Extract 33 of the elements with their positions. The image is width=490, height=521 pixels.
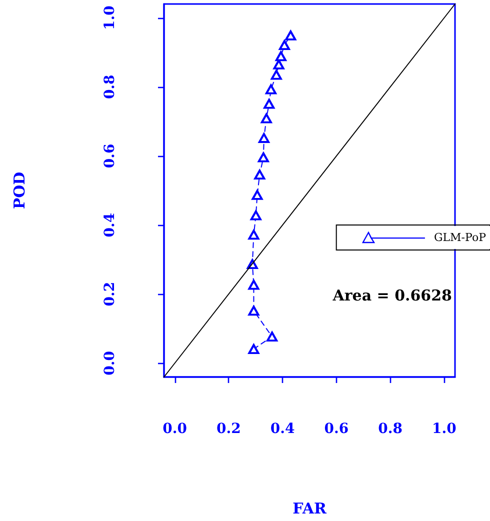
point	[258, 133, 270, 144]
point	[266, 332, 278, 342]
y-tick-label: 0.0	[102, 350, 118, 376]
y-axis-title: POD	[10, 172, 28, 210]
annotation: Area = 0.6628	[332, 286, 452, 304]
point	[248, 280, 260, 290]
point	[260, 113, 272, 124]
y-tick-label: 0.8	[102, 74, 118, 100]
point	[250, 210, 262, 220]
y-tick-label: 1.0	[102, 5, 118, 30]
point	[248, 306, 260, 316]
y-tick-label: 0.6	[102, 144, 118, 168]
y-tick-label: 0.2	[102, 282, 118, 306]
point	[254, 170, 266, 180]
x-tick-label: 0.2	[216, 421, 241, 437]
point	[275, 51, 286, 62]
point	[270, 70, 282, 80]
point	[258, 152, 269, 162]
x-tick-label: 0.0	[162, 421, 188, 437]
text: GLM-PoP	[434, 231, 487, 244]
point	[248, 230, 260, 240]
x-axis-title: FAR	[292, 500, 327, 518]
point	[264, 98, 275, 109]
x-tick-label: 0.8	[378, 421, 403, 437]
y-tick-label: 0.4	[102, 212, 118, 238]
point	[248, 344, 260, 354]
point	[265, 84, 276, 94]
x-tick-label: 0.6	[324, 421, 349, 437]
point	[285, 30, 296, 40]
x-tick-label: 1.0	[432, 421, 457, 437]
point	[278, 40, 290, 50]
x-tick-label: 0.4	[270, 421, 295, 437]
point	[252, 190, 263, 200]
